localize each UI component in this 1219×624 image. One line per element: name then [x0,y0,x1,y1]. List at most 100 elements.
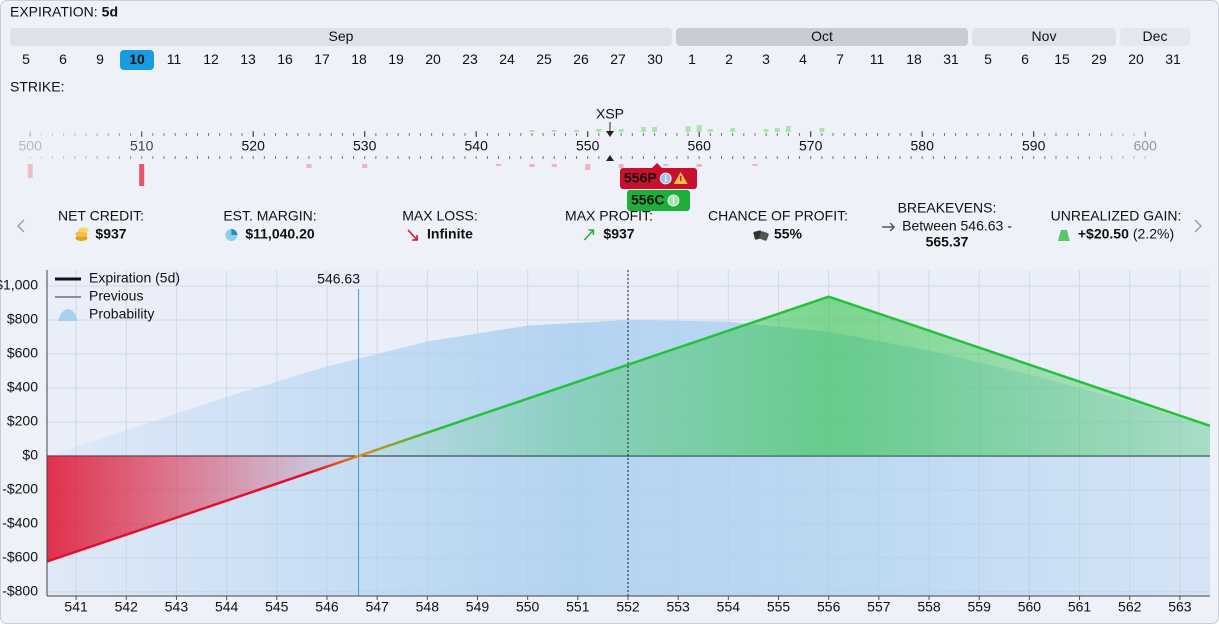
date[interactable]: 9 [96,51,104,67]
x-tick-label: 554 [717,599,741,615]
put-volume-bar [618,164,624,168]
x-tick-label: 541 [64,599,88,615]
date[interactable]: 23 [462,51,478,67]
month-tab[interactable] [676,28,968,46]
x-tick-label: 559 [968,599,992,615]
y-tick-label: $0 [22,447,38,463]
date[interactable]: 31 [1165,51,1181,67]
call-volume-bar [819,128,825,132]
metric-label: BREAKEVENS: [898,200,997,216]
x-tick-label: 557 [867,599,891,615]
date[interactable]: 1 [688,51,696,67]
month-label: Nov [1032,28,1057,44]
legend-label[interactable]: Expiration (5d) [89,270,180,286]
legend-swatch [58,309,78,321]
arrow-icon [583,229,595,241]
legend-label[interactable]: Probability [89,306,154,322]
y-tick-label: -$400 [2,515,38,531]
date[interactable]: 27 [610,51,626,67]
date[interactable]: 25 [536,51,552,67]
date[interactable]: 5 [984,51,992,67]
bag-icon [1057,230,1070,241]
date[interactable]: 3 [762,51,770,67]
month-tab[interactable] [972,28,1116,46]
put-volume-bar [306,164,312,168]
month-tab[interactable] [1120,28,1190,46]
date[interactable]: 15 [1054,51,1070,67]
date[interactable]: 13 [240,51,256,67]
metric-label: NET CREDIT: [58,208,144,224]
date[interactable]: 20 [1128,51,1144,67]
date[interactable]: 11 [870,51,885,67]
x-tick-label: 553 [666,599,690,615]
metric-value: 55% [774,226,803,242]
expiration-value: 5d [102,4,118,20]
strike-tick-label: 500 [19,138,43,154]
put-volume-bar [663,164,669,166]
payoff-area [47,296,1210,562]
date[interactable]: 16 [277,51,293,67]
coin [75,231,88,237]
strike-tick-label: 600 [1134,138,1158,154]
next-button[interactable] [1194,219,1203,233]
selected-date[interactable] [120,50,154,70]
date[interactable]: 20 [425,51,441,67]
x-tick-label: 547 [365,599,389,615]
call-volume-bar [618,129,624,132]
die [759,231,769,241]
put-volume-bar [362,164,368,168]
call-volume-bar [551,130,557,132]
date[interactable]: 17 [314,51,330,67]
prev-button[interactable] [16,219,25,233]
metric-icon [225,229,238,241]
date[interactable]: 12 [203,51,219,67]
underlying-symbol: XSP [596,106,624,122]
metric-label: MAX PROFIT: [565,208,653,224]
metric-value: $937 [603,226,634,242]
x-tick-label: 550 [516,599,540,615]
date[interactable]: 19 [388,51,404,67]
date[interactable]: 18 [906,51,922,67]
metric-value: Between 546.63 - [902,218,1012,234]
x-tick-label: 561 [1068,599,1092,615]
leg-label[interactable]: 556P [624,170,657,186]
date[interactable]: 10 [129,51,145,67]
date[interactable]: 31 [943,51,959,67]
month-label: Oct [811,28,833,44]
call-volume-bar [774,128,780,132]
date[interactable]: 30 [647,51,663,67]
leg-label[interactable]: 556C [631,192,664,208]
x-tick-label: 552 [616,599,640,615]
strike-tick-label: 560 [688,138,712,154]
date[interactable]: 6 [1021,51,1029,67]
put-volume-bar [139,164,145,186]
date[interactable]: 2 [725,51,733,67]
month-tab[interactable] [10,28,672,46]
date[interactable]: 7 [836,51,844,67]
put-volume-bar [752,164,758,166]
metric-label: EST. MARGIN: [223,208,316,224]
call-volume-bar [596,129,602,132]
y-tick-label: $800 [7,311,38,327]
put-volume-bar [585,164,591,170]
date[interactable]: 11 [167,51,182,67]
date[interactable]: 4 [799,51,807,67]
date[interactable]: 24 [499,51,515,67]
x-tick-label: 556 [817,599,841,615]
date[interactable]: 18 [351,51,367,67]
expiration-label: EXPIRATION: [10,4,98,20]
metric-value: $11,040.20 [245,226,315,242]
strike-label: STRIKE: [10,79,64,95]
date[interactable]: 29 [1091,51,1107,67]
x-tick-label: 558 [917,599,941,615]
date[interactable]: 5 [22,51,30,67]
metric-icon [407,229,418,241]
legend-label[interactable]: Previous [89,288,143,304]
x-tick-label: 548 [416,599,440,615]
date[interactable]: 26 [573,51,589,67]
date[interactable]: 6 [59,51,67,67]
call-volume-bar [685,126,691,132]
x-tick-label: 545 [265,599,289,615]
